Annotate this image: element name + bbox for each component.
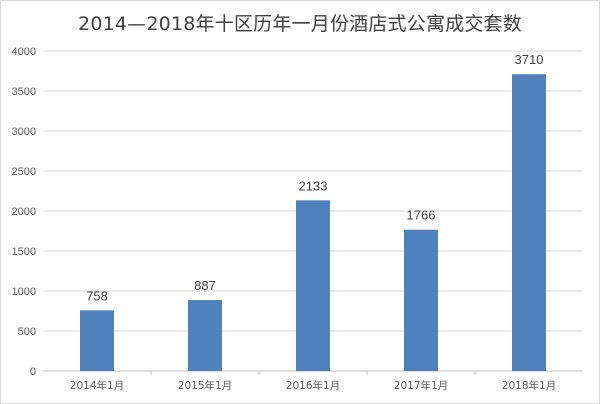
data-label: 3710 [515, 52, 544, 67]
y-tick-label: 1500 [12, 246, 36, 258]
data-label: 887 [194, 278, 216, 293]
x-tick-label: 2016年1月 [286, 379, 340, 392]
bar [188, 300, 222, 371]
bar [512, 74, 546, 371]
chart-title: 2014—2018年十区历年一月份酒店式公寓成交套数 [78, 13, 522, 35]
y-tick-label: 2000 [12, 206, 36, 218]
bar [80, 310, 114, 371]
y-tick-label: 3000 [12, 126, 36, 138]
bar [404, 229, 438, 371]
data-label: 758 [86, 288, 108, 303]
data-label: 1766 [407, 208, 436, 223]
bar [296, 200, 330, 371]
y-tick-label: 3500 [12, 86, 36, 98]
data-label: 2133 [299, 178, 328, 193]
x-tick-label: 2015年1月 [178, 379, 232, 392]
x-tick-label: 2018年1月 [502, 379, 556, 392]
y-tick-label: 500 [18, 326, 36, 338]
y-tick-label: 1000 [12, 286, 36, 298]
y-tick-label: 2500 [12, 166, 36, 178]
y-tick-label: 0 [30, 366, 36, 378]
x-tick-label: 2017年1月 [394, 379, 448, 392]
x-tick-label: 2014年1月 [70, 379, 124, 392]
y-tick-label: 4000 [12, 46, 36, 58]
